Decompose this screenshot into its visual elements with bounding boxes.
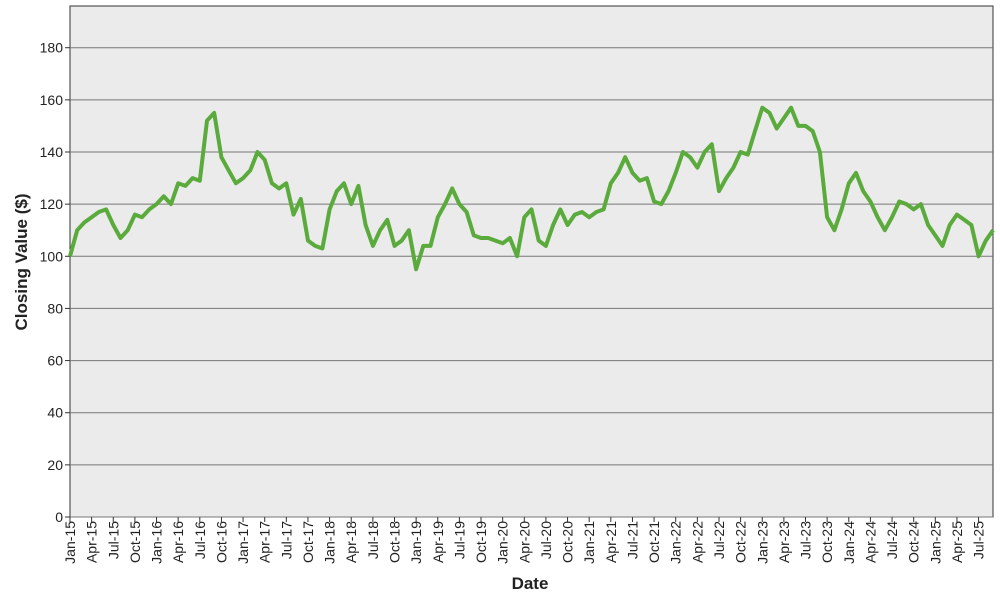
x-tick-label: Oct-20	[560, 521, 576, 563]
x-tick-label: Jul-22	[711, 521, 727, 559]
x-tick-label: Jan-19	[408, 521, 424, 564]
x-tick-label: Oct-23	[819, 521, 835, 563]
x-tick-label: Jan-16	[149, 521, 165, 564]
x-tick-label: Apr-24	[862, 521, 878, 563]
x-tick-label: Apr-16	[170, 521, 186, 563]
y-tick-label: 40	[47, 405, 63, 421]
x-tick-label: Apr-21	[603, 521, 619, 563]
y-axis-label: Closing Value ($)	[12, 194, 31, 331]
x-tick-label: Apr-20	[516, 521, 532, 563]
x-tick-label: Jan-18	[322, 521, 338, 564]
x-tick-label: Jul-15	[105, 521, 121, 559]
x-tick-label: Oct-24	[906, 521, 922, 563]
plot-area	[69, 5, 994, 518]
x-tick-label: Apr-17	[257, 521, 273, 563]
x-tick-label: Jan-21	[581, 521, 597, 564]
y-tick-label: 100	[40, 248, 64, 264]
x-tick-label: Apr-22	[689, 521, 705, 563]
x-tick-label: Jul-19	[451, 521, 467, 559]
x-tick-label: Oct-21	[646, 521, 662, 563]
x-tick-label: Jan-24	[841, 521, 857, 564]
x-tick-label: Apr-18	[343, 521, 359, 563]
x-tick-label: Jul-25	[971, 521, 987, 559]
x-tick-label: Oct-22	[733, 521, 749, 563]
line	[68, 105, 995, 272]
y-tick-label: 180	[40, 40, 64, 56]
x-tick-label: Apr-15	[84, 521, 100, 563]
x-tick-label: Apr-25	[949, 521, 965, 563]
x-tick-label: Apr-23	[776, 521, 792, 563]
x-tick-label: Oct-19	[473, 521, 489, 563]
x-tick-label: Jan-20	[495, 521, 511, 564]
x-tick-label: Jul-20	[538, 521, 554, 559]
x-tick-label: Jul-16	[192, 521, 208, 559]
x-tick-label: Oct-16	[213, 521, 229, 563]
x-tick-label: Jan-22	[668, 521, 684, 564]
y-tick-label: 140	[40, 144, 64, 160]
y-tick-label: 0	[55, 509, 63, 525]
y-tick-label: 20	[47, 457, 63, 473]
x-tick-label: Oct-15	[127, 521, 143, 563]
x-tick-label: Oct-18	[386, 521, 402, 563]
x-axis-label: Date	[512, 574, 549, 593]
x-tick-label: Jan-25	[927, 521, 943, 564]
x-tick-label: Jan-15	[62, 521, 78, 564]
x-tick-label: Jan-17	[235, 521, 251, 564]
y-tick-label: 60	[47, 353, 63, 369]
y-tick-label: 160	[40, 92, 64, 108]
y-tick-label: 80	[47, 300, 63, 316]
x-tick-label: Jul-18	[365, 521, 381, 559]
x-tick-label: Jul-23	[798, 521, 814, 559]
x-tick-label: Apr-19	[430, 521, 446, 563]
x-tick-label: Jul-17	[278, 521, 294, 559]
x-tick-label: Jul-24	[884, 521, 900, 559]
y-tick-label: 120	[40, 196, 64, 212]
x-tick-label: Oct-17	[300, 521, 316, 563]
x-tick-label: Jul-21	[624, 521, 640, 559]
x-tick-label: Jan-23	[754, 521, 770, 564]
